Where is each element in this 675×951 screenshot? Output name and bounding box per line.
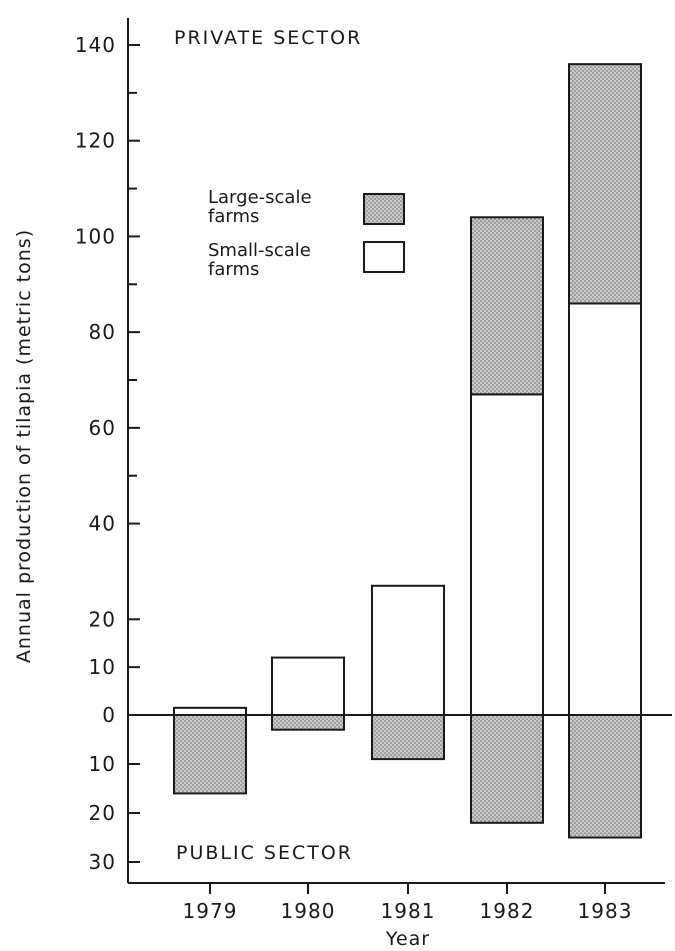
y-tick-label-120: 120: [75, 129, 116, 153]
bar-1981-public-sector: [371, 714, 445, 761]
y-tick-label-60: 60: [89, 416, 116, 440]
legend-large-scale-label-line1: Large-scale: [208, 187, 312, 208]
legend-large-scale-swatch: [363, 193, 405, 225]
bar-1983-large-scale-farms: [568, 63, 642, 305]
bar-1982-public-sector: [470, 714, 544, 824]
bar-1983-public-sector: [568, 714, 642, 839]
y-tick-label-public-10: 10: [89, 752, 116, 776]
bar-1982-large-scale-farms: [470, 216, 544, 396]
bar-1981-small-scale-farms: [371, 584, 445, 716]
legend: Large-scale farms Small-scale farms: [208, 187, 405, 280]
x-tick-label-1980: 1980: [281, 899, 336, 923]
public-sector-label: PUBLIC SECTOR: [176, 842, 353, 864]
x-tick-label-1982: 1982: [480, 899, 535, 923]
bars: [173, 63, 642, 839]
y-axis-title: Annual production of tilapia (metric ton…: [13, 229, 35, 663]
y-tick-label-20: 20: [89, 607, 116, 631]
bar-1979-public-sector: [173, 714, 247, 795]
private-sector-label: PRIVATE SECTOR: [174, 27, 362, 49]
x-axis-title: Year: [385, 928, 430, 950]
x-tick-label-1979: 1979: [183, 899, 238, 923]
y-tick-label-public-20: 20: [89, 801, 116, 825]
y-tick-label-10: 10: [89, 655, 116, 679]
x-ticks: 1979 1980 1981 1982 1983: [183, 883, 633, 923]
y-tick-label-140: 140: [75, 33, 116, 57]
legend-small-scale-label-line1: Small-scale: [208, 240, 311, 261]
bar-1980-small-scale-farms: [271, 656, 345, 716]
y-tick-label-40: 40: [89, 512, 116, 536]
y-tick-label-public-30: 30: [89, 850, 116, 874]
bar-1979-small-scale-farms: [173, 706, 247, 716]
legend-small-scale-label-line2: farms: [208, 259, 259, 280]
y-tick-label-0: 0: [102, 703, 116, 727]
y-tick-label-100: 100: [75, 224, 116, 248]
bar-1983-small-scale-farms: [568, 302, 642, 716]
y-tick-label-80: 80: [89, 320, 116, 344]
bar-1980-public-sector: [271, 714, 345, 731]
legend-large-scale-label-line2: farms: [208, 206, 259, 227]
legend-small-scale-swatch: [363, 241, 405, 273]
x-tick-label-1981: 1981: [381, 899, 436, 923]
x-tick-label-1983: 1983: [578, 899, 633, 923]
bar-1982-small-scale-farms: [470, 393, 544, 716]
